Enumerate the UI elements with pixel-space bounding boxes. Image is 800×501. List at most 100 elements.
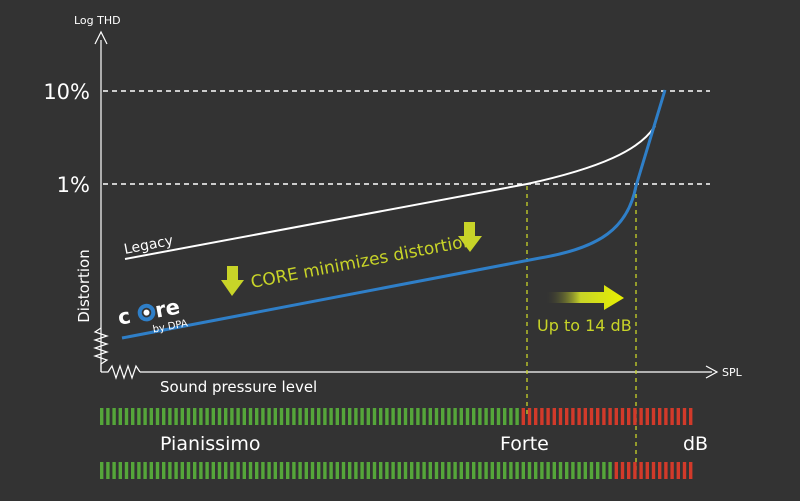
level-segment-green (310, 462, 315, 479)
level-segment-green (279, 408, 284, 425)
level-segment-red (670, 408, 674, 425)
logo-word-part: re (153, 295, 182, 323)
level-segment-green (527, 462, 532, 479)
level-segment-green (199, 408, 203, 425)
level-segment-green (521, 462, 525, 479)
level-segment-red (639, 408, 643, 425)
level-segment-green (180, 462, 184, 479)
level-segment-green (174, 462, 178, 479)
level-segment-green (379, 408, 383, 425)
level-segment-red (670, 462, 674, 479)
level-segment-green (602, 462, 606, 479)
level-segment-red (676, 408, 680, 425)
level-segment-green (168, 462, 172, 479)
level-segment-green (211, 462, 215, 479)
level-segment-green (503, 408, 507, 425)
level-segment-green (428, 462, 432, 479)
level-segment-green (571, 462, 575, 479)
y-axis-label: Log THD (74, 14, 121, 27)
level-segment-red (614, 462, 618, 479)
level-segment-green (304, 462, 308, 479)
y-axis-arrow (94, 30, 108, 45)
level-segment-green (131, 462, 135, 479)
level-segment-green (410, 462, 414, 479)
level-segment-red (608, 408, 612, 425)
level-segment-green (224, 462, 228, 479)
down-arrow-icon (458, 222, 482, 252)
level-segment-green (335, 408, 339, 425)
level-segment-green (447, 408, 451, 425)
level-segment-green (441, 408, 445, 425)
level-segment-green (100, 462, 104, 479)
level-segment-green (143, 462, 147, 479)
level-segment-red (546, 408, 550, 425)
level-segment-green (230, 462, 234, 479)
level-segment-red (620, 462, 625, 479)
level-segment-red (658, 462, 662, 479)
level-segment-green (211, 408, 215, 425)
level-segment-red (577, 408, 581, 425)
level-segment-green (193, 462, 197, 479)
level-segment-green (496, 408, 501, 425)
level-segment-green (459, 408, 463, 425)
core-annotation-text: CORE minimizes distortion (249, 231, 475, 293)
x-axis-title: Sound pressure level (160, 378, 317, 396)
level-segment-green (149, 462, 153, 479)
level-segment-green (162, 408, 166, 425)
y-axis-title: Distortion (75, 249, 93, 323)
level-segment-green (323, 408, 327, 425)
level-segment-green (317, 408, 321, 425)
level-segment-green (292, 408, 296, 425)
level-segment-green (261, 462, 265, 479)
level-segment-red (633, 462, 637, 479)
right-arrow-icon (545, 285, 624, 310)
level-segment-green (217, 408, 222, 425)
level-segment-green (106, 462, 110, 479)
level-segment-green (248, 462, 253, 479)
level-segment-green (565, 462, 569, 479)
level-segment-red (534, 408, 538, 425)
level-segment-green (273, 462, 277, 479)
level-segment-green (403, 462, 408, 479)
level-segment-green (341, 408, 346, 425)
level-segment-green (583, 462, 587, 479)
level-segment-red (658, 408, 662, 425)
level-segment-green (255, 462, 259, 479)
level-segment-green (558, 462, 563, 479)
level-segment-green (137, 408, 141, 425)
level-segment-red (689, 408, 693, 425)
level-segment-red (633, 408, 637, 425)
level-segment-green (348, 408, 352, 425)
level-segment-green (490, 462, 494, 479)
level-segment-green (112, 462, 116, 479)
series-core-line (121, 89, 667, 340)
level-segment-green (354, 408, 358, 425)
level-segment-green (515, 462, 519, 479)
level-segment-red (645, 408, 649, 425)
level-segment-green (552, 462, 556, 479)
level-segment-green (323, 462, 327, 479)
level-segment-green (509, 408, 513, 425)
level-segment-green (434, 408, 439, 425)
level-segment-green (422, 408, 426, 425)
level-segment-green (199, 462, 203, 479)
level-segment-green (279, 462, 284, 479)
level-segment-green (354, 462, 358, 479)
level-segment-green (490, 408, 494, 425)
level-segment-green (434, 462, 439, 479)
level-segment-red (552, 408, 556, 425)
level-segment-green (298, 462, 302, 479)
level-segment-red (689, 462, 693, 479)
scale-label-forte: Forte (500, 433, 549, 455)
level-segment-green (608, 462, 612, 479)
level-segment-red (645, 462, 649, 479)
level-segment-red (527, 408, 532, 425)
level-segment-green (422, 462, 426, 479)
level-segment-green (459, 462, 463, 479)
level-segment-green (205, 408, 209, 425)
level-segment-green (372, 462, 377, 479)
level-segment-green (509, 462, 513, 479)
level-segment-green (149, 408, 153, 425)
level-segment-green (286, 462, 290, 479)
